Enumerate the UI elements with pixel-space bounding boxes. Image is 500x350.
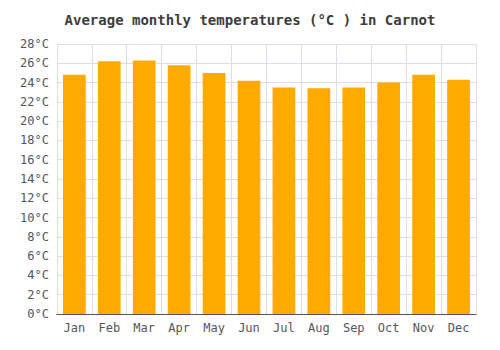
svg-text:Apr: Apr — [168, 321, 190, 335]
svg-text:26°C: 26°C — [20, 56, 49, 70]
svg-text:Nov: Nov — [413, 321, 435, 335]
svg-text:Jun: Jun — [238, 321, 260, 335]
svg-text:Aug: Aug — [308, 321, 330, 335]
svg-text:12°C: 12°C — [20, 191, 49, 205]
svg-text:Dec: Dec — [448, 321, 470, 335]
svg-text:24°C: 24°C — [20, 76, 49, 90]
svg-text:Jan: Jan — [64, 321, 86, 335]
svg-text:14°C: 14°C — [20, 172, 49, 186]
svg-text:16°C: 16°C — [20, 153, 49, 167]
svg-text:6°C: 6°C — [27, 249, 49, 263]
svg-text:22°C: 22°C — [20, 95, 49, 109]
svg-text:Sep: Sep — [343, 321, 365, 335]
svg-text:18°C: 18°C — [20, 133, 49, 147]
svg-text:Average monthly temperatures (: Average monthly temperatures (°C ) in Ca… — [65, 12, 436, 28]
svg-text:Feb: Feb — [98, 321, 120, 335]
svg-text:Oct: Oct — [378, 321, 400, 335]
svg-text:May: May — [203, 321, 225, 335]
svg-text:Jul: Jul — [273, 321, 295, 335]
svg-text:0°C: 0°C — [27, 307, 49, 321]
svg-text:2°C: 2°C — [27, 288, 49, 302]
svg-text:20°C: 20°C — [20, 114, 49, 128]
svg-text:8°C: 8°C — [27, 230, 49, 244]
svg-text:4°C: 4°C — [27, 268, 49, 282]
svg-text:28°C: 28°C — [20, 37, 49, 51]
svg-text:Mar: Mar — [133, 321, 155, 335]
svg-text:10°C: 10°C — [20, 211, 49, 225]
